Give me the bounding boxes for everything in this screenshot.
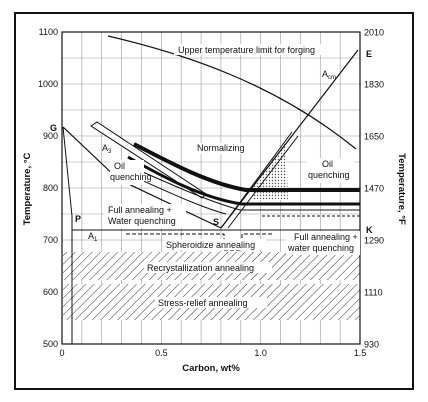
full-water-line1: Full annealing + xyxy=(108,205,172,215)
forging-limit-curve xyxy=(107,35,357,150)
celsius-tick-label: 800 xyxy=(43,183,58,193)
celsius-tick-label: 1100 xyxy=(39,27,58,37)
celsius-tick-label: 600 xyxy=(43,287,58,297)
fahrenheit-tick-label: 1470 xyxy=(364,184,384,194)
recrystallization-label-bg xyxy=(144,262,272,273)
point-g-label: G xyxy=(50,123,57,133)
stress-relief-label: Stress-relief annealing xyxy=(158,298,248,308)
diagram-frame: 0 0.5 1.0 1.5 500 600 700 800 900 1000 1100 930 11… xyxy=(14,12,414,390)
fahrenheit-tick-labels: 930 1110 1290 1470 1650 1830 2010 xyxy=(364,28,384,350)
right-axis-title: Temperature, °F xyxy=(396,153,407,225)
point-s-label: S xyxy=(213,217,219,227)
a3-label: A3 xyxy=(102,143,112,155)
x-tick-labels: 0 0.5 1.0 1.5 xyxy=(59,348,366,358)
fahrenheit-tick-label: 1110 xyxy=(364,288,383,298)
x-tick-label: 1.0 xyxy=(254,348,267,358)
a1-label: A1 xyxy=(88,231,98,243)
celsius-tick-labels: 500 600 700 800 900 1000 1100 xyxy=(38,27,58,349)
forging-limit-label: Upper temperature limit for forging xyxy=(178,45,315,55)
full-anneal-line2: water quenching xyxy=(287,243,354,253)
x-tick-label: 1.5 xyxy=(354,348,367,358)
fahrenheit-tick-label: 930 xyxy=(364,340,379,350)
fahrenheit-tick-label: 2010 xyxy=(364,28,384,38)
celsius-tick-label: 700 xyxy=(43,235,58,245)
normalizing-curve xyxy=(133,142,360,192)
heat-treatment-diagram: 0 0.5 1.0 1.5 500 600 700 800 900 1000 1100 930 11… xyxy=(22,27,407,374)
recrystallization-label: Recrystallization annealing xyxy=(147,263,254,273)
point-p-label: P xyxy=(75,214,81,224)
oil-quench-left-line1: Oil xyxy=(114,161,125,171)
celsius-tick-label: 1000 xyxy=(38,79,58,89)
g-vertical xyxy=(62,126,73,217)
diagonal-line-2 xyxy=(227,135,299,229)
acm-line xyxy=(220,49,359,229)
acm-label: Acm xyxy=(322,69,336,81)
celsius-tick-label: 500 xyxy=(43,339,58,349)
point-k-label: K xyxy=(366,225,373,235)
x-tick-label: 0.5 xyxy=(155,348,168,358)
full-anneal-line1: Full annealing + xyxy=(294,232,358,242)
x-tick-label: 0 xyxy=(59,348,64,358)
oil-quench-right-line2: quenching xyxy=(308,170,350,180)
full-water-line2: Water quenching xyxy=(108,216,176,226)
left-axis-title: Temperature, °C xyxy=(22,152,33,225)
oil-quench-right-line1: Oil xyxy=(322,159,333,169)
normalizing-label: Normalizing xyxy=(197,143,245,153)
plot-border xyxy=(61,31,361,345)
fahrenheit-tick-label: 1650 xyxy=(364,132,384,142)
fahrenheit-tick-label: 1290 xyxy=(364,236,384,246)
bottom-axis-title: Carbon, wt% xyxy=(182,363,240,374)
spheroidize-label: Spheroidize annealing xyxy=(166,240,255,250)
celsius-tick-label: 900 xyxy=(43,131,58,141)
fahrenheit-tick-label: 1830 xyxy=(364,80,384,90)
oil-quench-left-line2: quenching xyxy=(110,172,152,182)
stress-relief-label-bg xyxy=(155,297,267,308)
diagonal-line-1 xyxy=(220,131,293,229)
normalizing-region xyxy=(252,142,288,200)
point-e-label: E xyxy=(366,49,372,59)
